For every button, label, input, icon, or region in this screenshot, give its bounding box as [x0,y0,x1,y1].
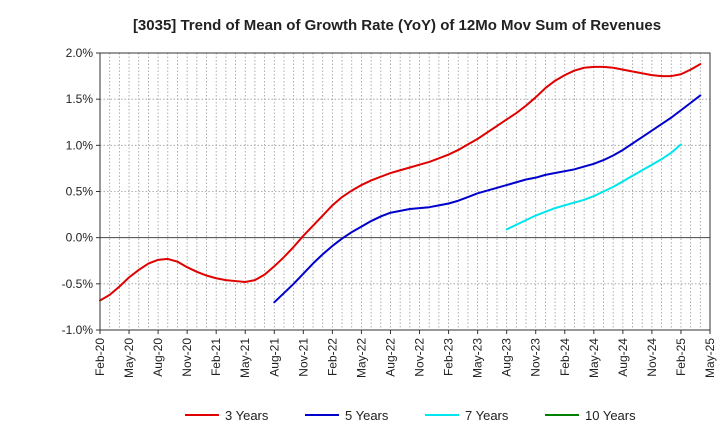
x-tick-label: May-21 [238,338,252,378]
legend-item-5-years: 5 Years [305,408,389,423]
x-tick-label: Feb-24 [558,338,572,376]
chart-title: [3035] Trend of Mean of Growth Rate (YoY… [133,17,661,34]
legend-label: 3 Years [225,408,269,423]
series-line-7-years [505,143,682,231]
legend-item-10-years: 10 Years [545,408,636,423]
legend-label: 10 Years [585,408,636,423]
x-tick-label: May-23 [471,338,485,378]
series-lines [99,63,702,304]
x-tick-label: Aug-20 [151,338,165,377]
x-tick-label: May-20 [122,338,136,378]
x-tick-label: May-24 [587,338,601,378]
x-tick-label: Feb-25 [674,338,688,376]
x-tick-label: Nov-23 [529,338,543,377]
x-tick-label: May-22 [354,338,368,378]
x-tick-label: Nov-24 [645,338,659,377]
y-tick-label: -0.5% [62,277,94,291]
x-tick-label: Nov-22 [413,338,427,377]
x-tick-label: Feb-21 [209,338,223,376]
legend-item-3-years: 3 Years [185,408,269,423]
x-tick-label: Nov-20 [180,338,194,377]
x-tick-label: Feb-23 [442,338,456,376]
legend-label: 5 Years [345,408,389,423]
legend-label: 7 Years [465,408,509,423]
y-tick-label: 2.0% [66,46,94,60]
y-tick-label: 1.0% [66,138,94,152]
y-tick-label: 0.5% [66,185,94,199]
legend-item-7-years: 7 Years [425,408,509,423]
x-tick-label: Aug-21 [267,338,281,377]
y-tick-label: -1.0% [62,323,94,337]
y-axis-ticks: 2.0% 1.5% 1.0% 0.5% 0.0% -0.5% -1.0% [62,46,100,337]
x-axis-ticks: Feb-20 May-20 Aug-20 Nov-20 Feb-21 May-21 Aug-… [93,330,717,378]
x-tick-label: Feb-22 [325,338,339,376]
x-tick-label: Aug-24 [616,338,630,377]
x-tick-label: Aug-23 [500,338,514,377]
x-tick-label: Feb-20 [93,338,107,376]
y-tick-label: 0.0% [66,231,94,245]
x-tick-label: Aug-22 [383,338,397,377]
x-tick-label: May-25 [703,338,717,378]
legend: 3 Years 5 Years 7 Years 10 Years [185,408,636,423]
grid-lines [100,53,710,330]
series-line-3-years [99,63,702,302]
x-tick-label: Nov-21 [296,338,310,377]
series-line-5-years [273,94,702,304]
y-tick-label: 1.5% [66,92,94,106]
